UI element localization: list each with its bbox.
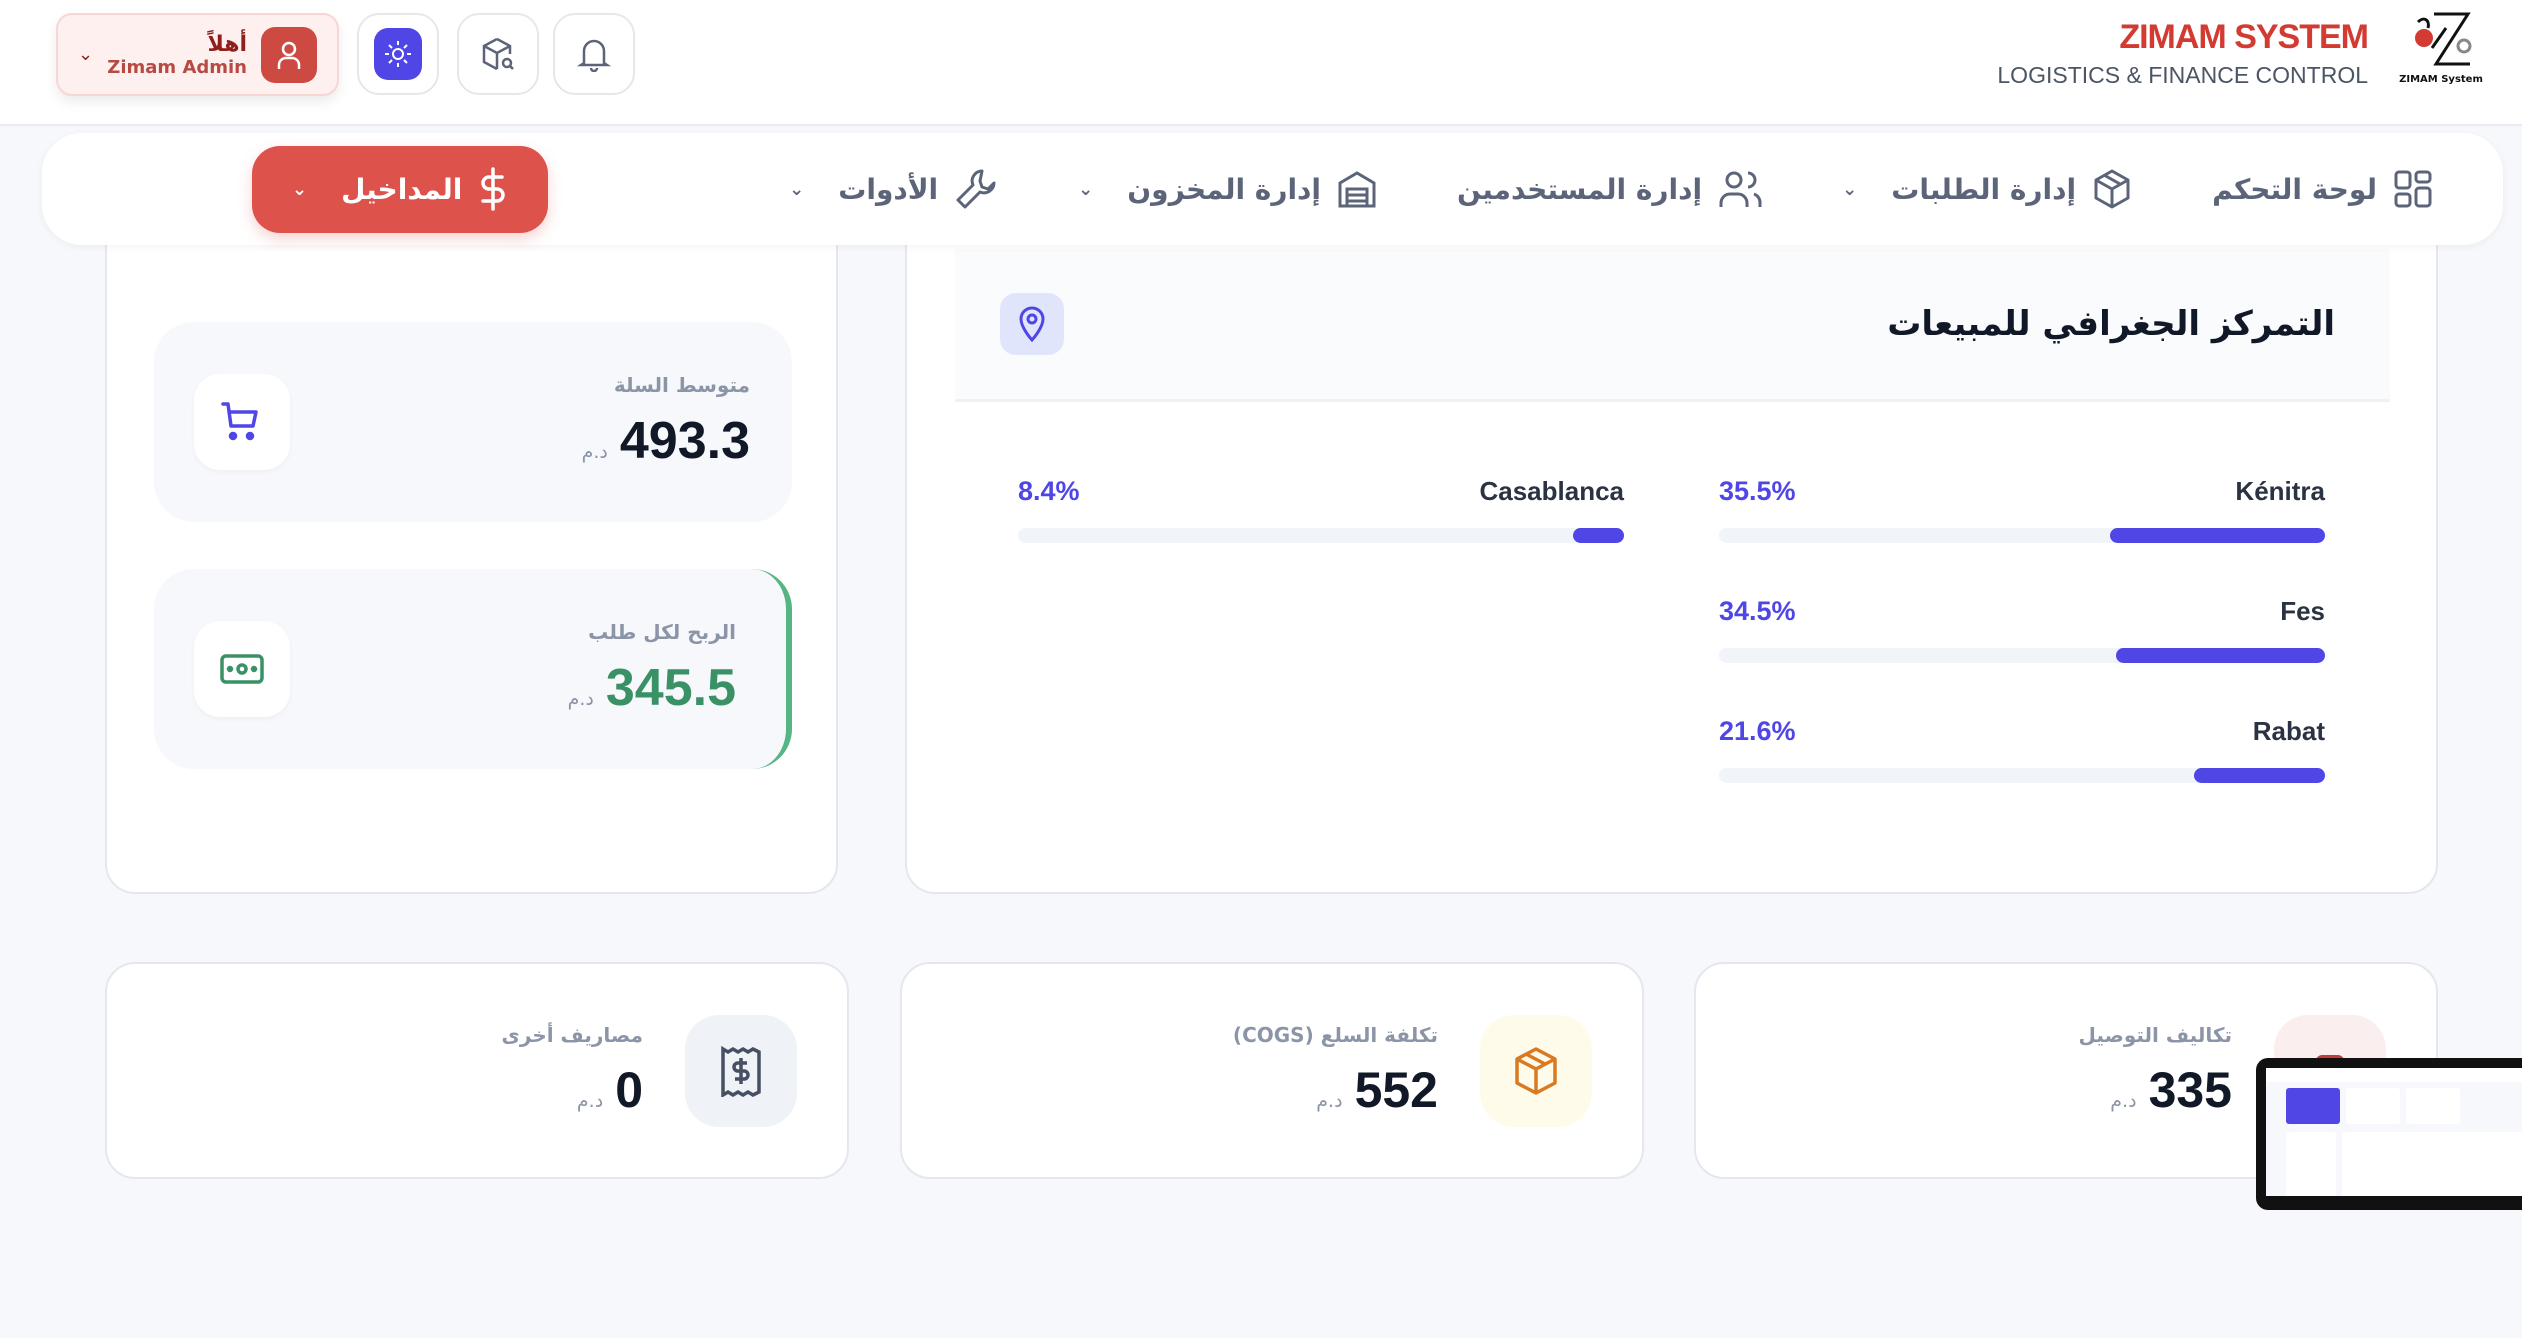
- dollar-icon: [478, 167, 508, 211]
- user-icon: [261, 26, 317, 83]
- cost-card-other: مصاريف أخرى 0 د.م: [105, 962, 849, 1179]
- cost-value: 0 د.م: [576, 1061, 643, 1118]
- nav-item-label: إدارة الطلبات: [1891, 172, 2077, 206]
- cost-value: 335 د.م: [2110, 1061, 2232, 1118]
- stat-label: متوسط السلة: [613, 373, 750, 397]
- city-percent: 34.5%: [1719, 596, 1796, 626]
- city-progress-fill: [2194, 768, 2325, 783]
- grid-icon: [2393, 169, 2433, 209]
- geo-card-header: التمركز الجغرافي للمبيعات: [955, 249, 2390, 402]
- nav-item-label: المداخيل: [341, 172, 463, 206]
- nav-item-3[interactable]: إدارة المخزون ⌄: [1078, 169, 1377, 209]
- stat-value: 345.5 د.م: [567, 659, 736, 717]
- chevron-down-icon: ⌄: [789, 178, 805, 200]
- bell-icon: [577, 39, 611, 72]
- package-icon: [2092, 168, 2132, 210]
- cost-card-cogs: تكلفة السلع (COGS) 552 د.م: [900, 962, 1644, 1179]
- main-nav: لوحة التحكم إدارة الطلبات ⌄ إدارة المستخدمي…: [42, 133, 2503, 245]
- city-name: Fes: [2280, 596, 2325, 626]
- nav-item-4[interactable]: الأدوات ⌄: [789, 167, 998, 211]
- stat-profit-per-order: الربح لكل طلب 345.5 د.م: [154, 569, 792, 769]
- nav-item-1[interactable]: إدارة الطلبات ⌄: [1842, 168, 2132, 210]
- theme-toggle-button[interactable]: [357, 13, 439, 95]
- nav-item-2[interactable]: إدارة المستخدمين: [1457, 169, 1762, 209]
- logo-caption: ZIMAM System: [2399, 74, 2483, 85]
- users-icon: [1718, 169, 1762, 209]
- city-progress-track: [1719, 768, 2325, 783]
- geo-city-row: Casablanca 8.4%: [1018, 476, 1624, 556]
- screenshot-thumbnail[interactable]: [2256, 1058, 2522, 1210]
- nav-item-5[interactable]: المداخيل ⌄: [252, 145, 549, 233]
- chevron-down-icon: ⌄: [1078, 178, 1094, 200]
- notifications-button[interactable]: [553, 13, 635, 95]
- receipt-icon: [685, 1014, 797, 1127]
- brand-subtitle: LOGISTICS & FINANCE CONTROL: [1997, 62, 2368, 88]
- wrench-icon: [954, 167, 998, 211]
- chevron-down-icon: ⌄: [1842, 178, 1858, 200]
- city-percent: 21.6%: [1719, 716, 1796, 746]
- top-header: ⌄ أهلاً Zimam Admin ZIMAM SYSTEM LOGISTI…: [0, 0, 2522, 126]
- geo-city-row: Rabat 21.6%: [1719, 716, 2325, 796]
- city-progress-track: [1719, 648, 2325, 663]
- geo-title: التمركز الجغرافي للمبيعات: [1887, 304, 2335, 344]
- cost-label: تكاليف التوصيل: [2078, 1022, 2232, 1047]
- brand-logo: ZIMAM System: [2397, 8, 2485, 96]
- brand-title: ZIMAM SYSTEM: [2119, 18, 2369, 56]
- sun-icon: [374, 28, 422, 80]
- city-percent: 8.4%: [1018, 476, 1080, 506]
- city-progress-fill: [2109, 528, 2325, 543]
- stat-value: 493.3 د.م: [581, 412, 750, 470]
- cost-value: 552 د.م: [1316, 1061, 1438, 1118]
- city-progress-fill: [1573, 528, 1624, 543]
- chevron-down-icon: ⌄: [78, 44, 94, 65]
- user-menu[interactable]: ⌄ أهلاً Zimam Admin: [56, 13, 339, 96]
- city-progress-track: [1719, 528, 2325, 543]
- city-progress-fill: [2115, 648, 2325, 663]
- geo-city-row: Fes 34.5%: [1719, 596, 2325, 676]
- cost-label: مصاريف أخرى: [501, 1022, 643, 1047]
- basket-stats-card: متوسط السلة 493.3 د.م الربح لكل طلب 345.5…: [105, 200, 838, 894]
- stat-average-basket: متوسط السلة 493.3 د.م: [154, 322, 792, 522]
- cart-icon: [194, 374, 290, 470]
- city-name: Casablanca: [1479, 476, 1624, 506]
- chevron-down-icon: ⌄: [292, 178, 308, 200]
- geo-city-row: Kénitra 35.5%: [1719, 476, 2325, 556]
- city-progress-track: [1018, 528, 1624, 543]
- package-search-button[interactable]: [457, 13, 539, 95]
- package-search-icon: [482, 37, 514, 71]
- nav-item-label: إدارة المخزون: [1127, 172, 1322, 206]
- city-name: Kénitra: [2235, 476, 2325, 506]
- warehouse-icon: [1337, 169, 1377, 209]
- stat-label: الربح لكل طلب: [588, 620, 736, 644]
- nav-item-0[interactable]: لوحة التحكم: [2212, 169, 2433, 209]
- user-greeting: أهلاً: [207, 31, 248, 57]
- cost-label: تكلفة السلع (COGS): [1232, 1022, 1438, 1047]
- nav-item-label: إدارة المستخدمين: [1457, 172, 1703, 206]
- box-icon: [1480, 1014, 1592, 1127]
- city-percent: 35.5%: [1719, 476, 1796, 506]
- city-name: Rabat: [2252, 716, 2325, 746]
- map-pin-icon: [1000, 293, 1064, 355]
- nav-item-label: لوحة التحكم: [2212, 172, 2377, 206]
- banknote-icon: [194, 621, 290, 717]
- nav-item-label: الأدوات: [838, 172, 939, 206]
- user-name: Zimam Admin: [107, 56, 247, 78]
